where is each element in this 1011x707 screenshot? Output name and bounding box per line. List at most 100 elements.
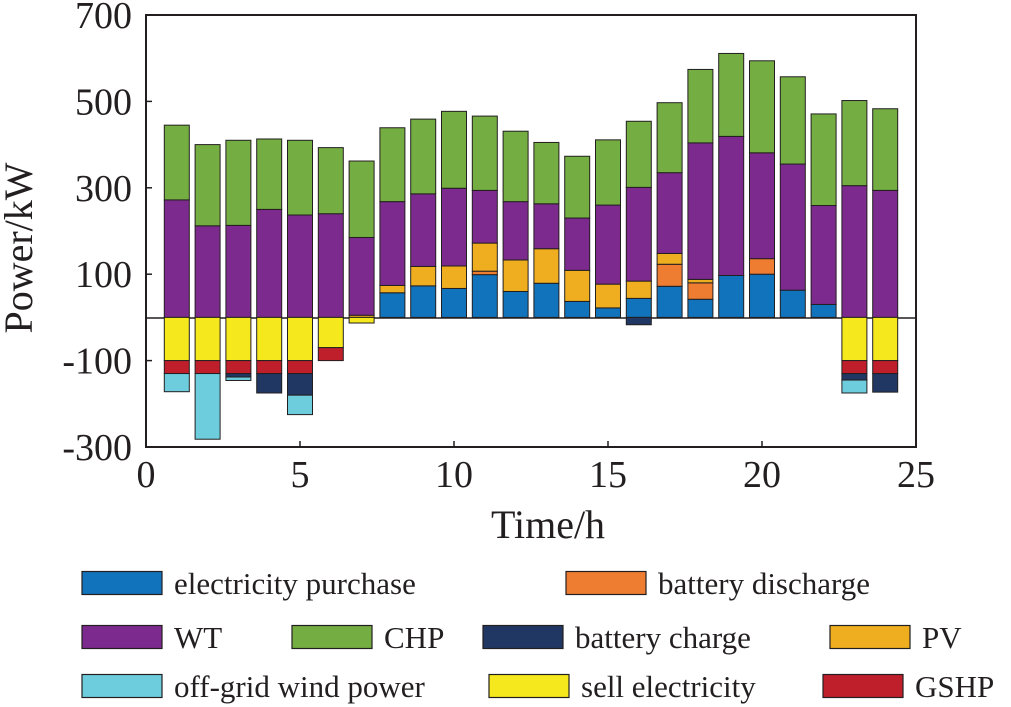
x-tick-label: 0 xyxy=(137,454,156,496)
bar-gshp-h5 xyxy=(287,360,313,375)
bar-sell-h3 xyxy=(225,316,252,362)
y-tick-label: -100 xyxy=(62,341,132,383)
ticks-layer: 0 5 10 15 20 25 -300 -100 100 300 500 700 xyxy=(62,0,935,496)
bar-chp-h13 xyxy=(533,141,560,205)
legend-swatch-sell xyxy=(488,673,570,699)
bar-discharge-h11 xyxy=(471,270,498,276)
plot-frame xyxy=(145,14,917,448)
legend-swatch-chp xyxy=(291,624,373,650)
bar-wt-h21 xyxy=(779,163,806,291)
bar-chp-h4 xyxy=(256,138,283,210)
y-axis-title: Power/kW xyxy=(0,162,41,333)
bar-wt-h8 xyxy=(379,201,406,286)
bar-chp-h10 xyxy=(441,110,467,189)
bar-sell-h7 xyxy=(348,316,375,324)
bar-pv-h8 xyxy=(379,284,406,294)
legend-label-charge: battery charge xyxy=(575,620,751,655)
x-axis-title: Time/h xyxy=(491,502,605,547)
bar-pv-h18 xyxy=(687,278,714,284)
bar-chp-h22 xyxy=(810,113,837,207)
bar-wt-h13 xyxy=(533,203,560,250)
bar-purchase-h17 xyxy=(656,285,683,318)
bar-sell-h6 xyxy=(317,316,344,349)
bar-purchase-h14 xyxy=(564,300,591,318)
x-tick-label: 25 xyxy=(897,454,935,496)
bar-gshp-h2 xyxy=(194,360,221,375)
y-tick-label: -300 xyxy=(62,427,132,469)
bar-chp-h18 xyxy=(687,68,714,144)
bar-purchase-h8 xyxy=(379,292,406,318)
bar-purchase-h19 xyxy=(718,275,745,318)
legend-swatch-offgrid xyxy=(81,673,163,699)
bar-wt-h11 xyxy=(471,189,498,244)
bar-wt-h18 xyxy=(687,142,714,280)
legend: electricity purchase battery discharge WT C… xyxy=(81,566,994,704)
bar-charge-h4 xyxy=(256,373,283,394)
y-tick-label: 500 xyxy=(75,81,132,123)
bar-sell-h1 xyxy=(163,316,190,362)
bar-pv-h14 xyxy=(564,269,591,302)
bar-chp-h20 xyxy=(749,60,775,154)
bar-chp-h24 xyxy=(872,108,899,191)
y-tick-label: 700 xyxy=(75,0,132,37)
bar-wt-h23 xyxy=(841,185,868,318)
bar-wt-h17 xyxy=(656,172,683,254)
x-tick-label: 15 xyxy=(589,454,627,496)
bar-purchase-h15 xyxy=(595,307,621,318)
bar-chp-h14 xyxy=(564,155,591,219)
bar-wt-h12 xyxy=(502,201,529,261)
bar-charge-h3 xyxy=(225,373,252,378)
bar-chp-h1 xyxy=(163,124,190,201)
bar-chp-h5 xyxy=(287,139,313,216)
bar-chp-h15 xyxy=(595,139,621,206)
legend-label-gshp: GSHP xyxy=(915,669,994,704)
bar-wt-h2 xyxy=(194,225,221,318)
bar-chp-h19 xyxy=(718,52,745,137)
bar-chp-h3 xyxy=(225,139,252,226)
bar-purchase-h10 xyxy=(441,287,467,318)
bar-chp-h7 xyxy=(348,160,375,238)
legend-label-wt: WT xyxy=(174,620,222,655)
bar-offgrid-h5 xyxy=(287,394,313,416)
bar-wt-h24 xyxy=(872,189,899,318)
bar-wt-h4 xyxy=(256,208,283,318)
legend-swatch-purchase xyxy=(81,570,163,596)
x-tick-label: 10 xyxy=(435,454,473,496)
bar-wt-h6 xyxy=(317,213,344,318)
bar-pv-h11 xyxy=(471,242,498,272)
legend-label-discharge: battery discharge xyxy=(658,566,870,601)
bar-discharge-h18 xyxy=(687,282,714,300)
bar-pv-h15 xyxy=(595,283,621,309)
bar-wt-h22 xyxy=(810,205,837,305)
bar-purchase-h9 xyxy=(410,285,437,318)
bar-chp-h12 xyxy=(502,130,529,203)
bar-purchase-h16 xyxy=(625,297,652,318)
bar-gshp-h3 xyxy=(225,360,252,375)
bar-gshp-h23 xyxy=(841,360,868,375)
bar-purchase-h21 xyxy=(779,289,806,318)
bar-sell-h2 xyxy=(194,316,221,362)
x-tick-label: 5 xyxy=(291,454,310,496)
bar-pv-h12 xyxy=(502,259,529,292)
legend-swatch-wt xyxy=(81,624,163,650)
legend-label-sell: sell electricity xyxy=(581,669,756,704)
bar-offgrid-h3 xyxy=(225,376,252,381)
bar-charge-h16 xyxy=(625,316,652,326)
bar-sell-h5 xyxy=(287,316,313,362)
bar-chp-h11 xyxy=(471,115,498,191)
bar-charge-h5 xyxy=(287,373,313,396)
bar-wt-h7 xyxy=(348,236,375,316)
bar-purchase-h20 xyxy=(749,273,775,318)
legend-label-purchase: electricity purchase xyxy=(174,566,416,601)
bar-chp-h8 xyxy=(379,127,406,203)
bar-wt-h9 xyxy=(410,193,437,267)
bar-wt-h10 xyxy=(441,187,467,267)
bar-gshp-h6 xyxy=(317,347,344,362)
legend-swatch-gshp xyxy=(822,673,904,699)
bar-wt-h19 xyxy=(718,135,745,276)
bar-purchase-h12 xyxy=(502,290,529,318)
legend-label-chp: CHP xyxy=(384,620,444,655)
bar-chp-h21 xyxy=(779,76,806,165)
bar-purchase-h22 xyxy=(810,303,837,318)
